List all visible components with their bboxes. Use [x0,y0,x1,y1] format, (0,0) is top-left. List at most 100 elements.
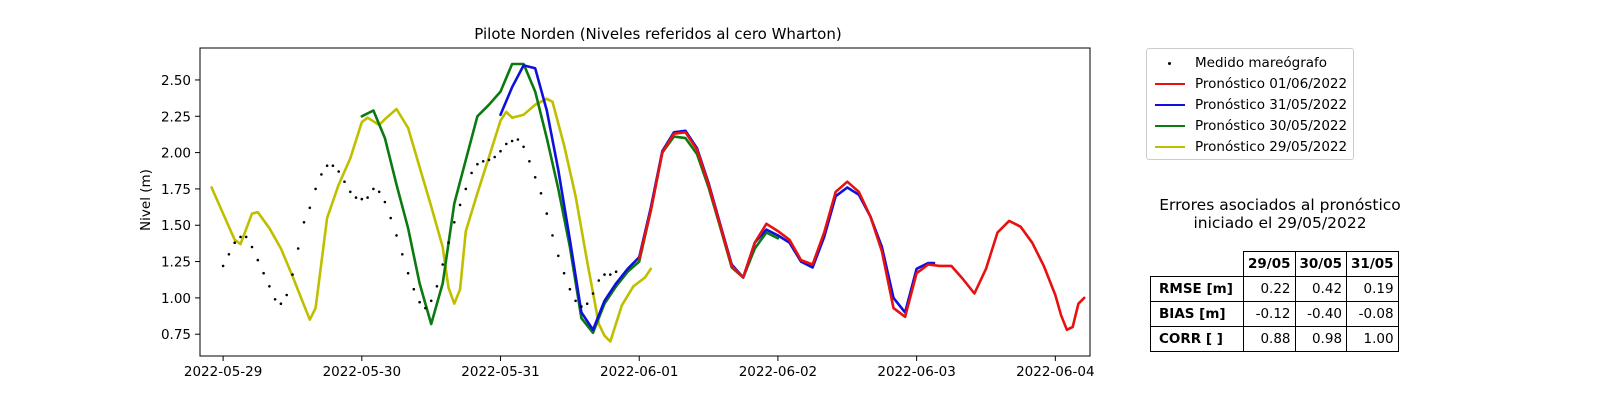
measured-point [262,271,265,275]
x-tick-label: 2022-05-29 [184,364,262,380]
measured-point [285,293,289,297]
plot-area: 2022-05-29 2022-05-30 2022-05-31 2022-06-01… [161,62,1095,380]
measured-point [366,196,369,199]
measured-point [603,273,606,276]
errors-row-label: CORR [ ] [1150,326,1244,352]
errors-col-header: 31/05 [1346,251,1399,277]
measured-point [395,234,398,237]
y-tick-label: 2.25 [161,109,191,125]
measured-point [424,306,427,310]
errors-col-header: 29/05 [1243,251,1296,277]
measured-point [487,158,491,162]
legend-item-pronostico-0106: Pronóstico 01/06/2022 [1147,73,1353,94]
errors-title-line2: iniciado el 29/05/2022 [1193,214,1367,232]
measured-point [499,149,502,153]
errors-title-line1: Errores asociados al pronóstico [1159,196,1401,214]
errors-cell: -0.12 [1243,301,1296,327]
measured-point [343,180,346,183]
y-tick-label: 1.50 [161,218,191,234]
measured-point [481,160,485,163]
y-tick-label: 1.75 [161,182,191,198]
measured-point [435,285,439,288]
measured-point [383,200,387,204]
y-tick-label: 2.50 [161,73,191,89]
measured-point [441,263,445,266]
measured-point [354,196,358,199]
legend-item-pronostico-3005: Pronóstico 30/05/2022 [1147,115,1353,136]
measured-point [453,221,456,224]
series-line-4 [210,97,653,343]
legend-label: Pronóstico 29/05/2022 [1195,138,1348,155]
measured-point [406,271,410,275]
x-tick-label: 2022-05-31 [461,364,539,380]
measured-point [614,270,618,274]
y-tick-label: 0.75 [161,327,191,343]
measured-point [412,287,416,291]
measured-point [331,164,335,167]
measured-point [505,142,508,146]
measured-point [591,292,595,295]
measured-point [516,138,520,141]
measured-point [320,173,323,176]
measured-point [470,171,473,175]
x-tick-label: 2022-05-30 [323,364,401,380]
x-tick-label: 2022-06-01 [600,364,678,380]
measured-point [273,298,277,301]
errors-row-label: RMSE [m] [1150,276,1244,302]
errors-cell: 0.22 [1243,276,1296,302]
measured-point [522,145,525,149]
errors-cell: 0.19 [1346,276,1399,302]
measured-point [308,206,312,210]
errors-header-row: 29/05 30/05 31/05 [1151,251,1399,277]
measured-point [429,299,433,303]
legend-item-pronostico-3105: Pronóstico 31/05/2022 [1147,94,1353,115]
y-tick-label: 1.00 [161,291,191,307]
measured-point [401,253,404,256]
errors-row-corr: CORR [ ] 0.88 0.98 1.00 [1150,326,1399,352]
legend-label: Pronóstico 01/06/2022 [1195,75,1348,92]
legend: Medido mareógrafo Pronóstico 01/06/2022 … [1146,48,1354,160]
measured-point [580,305,583,308]
measured-point [562,271,566,275]
measured-point [244,235,248,239]
measured-point [585,302,589,306]
legend-item-pronostico-2905: Pronóstico 29/05/2022 [1147,136,1353,157]
measured-point [545,212,549,215]
legend-swatch-yellow [1155,145,1185,148]
errors-title: Errores asociados al pronóstico iniciado… [1140,196,1420,232]
x-tick-label: 2022-06-02 [739,364,817,380]
y-axis-label: Nivel (m) [138,169,154,231]
errors-cell: -0.40 [1294,301,1348,327]
x-tick-label: 2022-06-03 [877,364,955,380]
errors-row-rmse: RMSE [m] 0.22 0.42 0.19 [1150,276,1399,302]
measured-point [574,299,577,303]
measured-point [568,287,572,291]
legend-label: Pronóstico 31/05/2022 [1195,96,1348,113]
measured-point [302,221,306,224]
legend-swatch-red [1155,82,1185,85]
series-line-1 [637,131,1086,332]
measured-point [250,245,254,249]
chart-title: Pilote Norden (Niveles referidos al cero… [474,25,841,43]
measured-point [314,187,317,191]
errors-cell: -0.08 [1346,301,1399,327]
measured-point [291,273,294,276]
measured-point [510,139,514,143]
measured-point [551,234,554,237]
measured-point [372,187,375,191]
series-line-3 [360,62,780,335]
y-tick-label: 2.00 [161,146,191,162]
errors-corner [1151,252,1244,277]
measured-point [337,170,341,173]
measured-point [256,258,260,262]
measured-point [349,190,352,194]
legend-swatch-green [1155,124,1185,127]
y-tick-label: 1.25 [161,255,191,271]
measured-point [464,187,468,191]
plot-frame [199,47,1091,357]
errors-cell: 0.42 [1294,276,1348,302]
measured-point [528,160,531,163]
measured-point [377,190,381,194]
legend-swatch-blue [1155,103,1185,106]
